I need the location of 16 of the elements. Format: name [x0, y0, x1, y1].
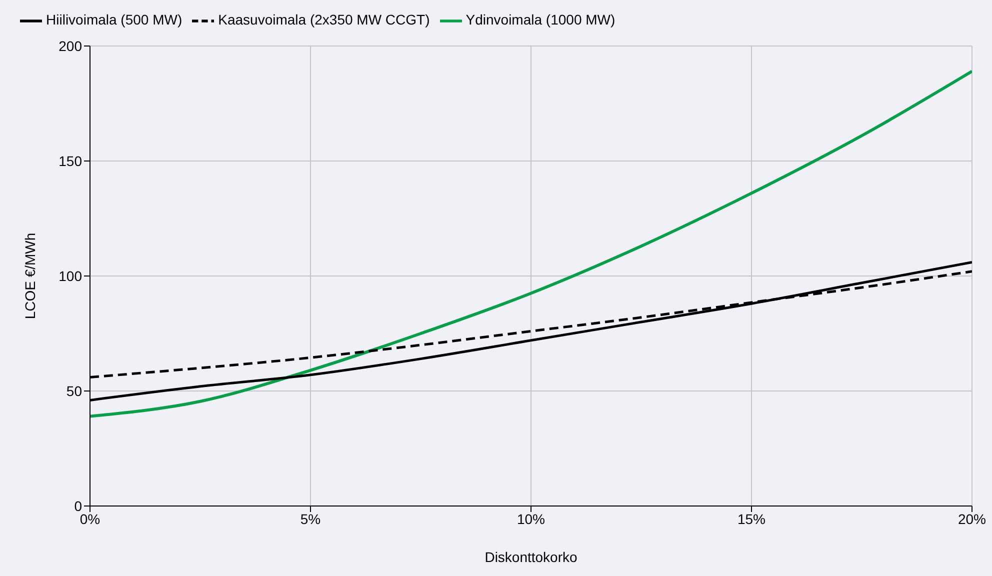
line-series	[90, 70, 972, 418]
y-tick-label: 0	[74, 498, 82, 514]
legend-label: Ydinvoimala (1000 MW)	[466, 12, 616, 28]
x-tick-label: 20%	[958, 510, 986, 527]
x-axis-title: Diskonttokorko	[484, 549, 578, 565]
y-axis-title: LCOE €/MWh	[22, 232, 38, 320]
legend-label: Kaasuvoimala (2x350 MW CCGT)	[218, 12, 430, 28]
y-tick-label: 150	[58, 152, 82, 169]
x-tick-label: 5%	[300, 510, 321, 527]
x-tick-label: 10%	[516, 510, 546, 527]
x-tick-label: 15%	[737, 510, 766, 527]
x-tick-label: 0%	[80, 510, 100, 527]
y-tick-label: 50	[66, 382, 82, 399]
y-tick-label: 100	[58, 268, 82, 284]
y-tick-label: 200	[58, 38, 82, 54]
legend-label: Hiilivoimala (500 MW)	[46, 12, 182, 28]
